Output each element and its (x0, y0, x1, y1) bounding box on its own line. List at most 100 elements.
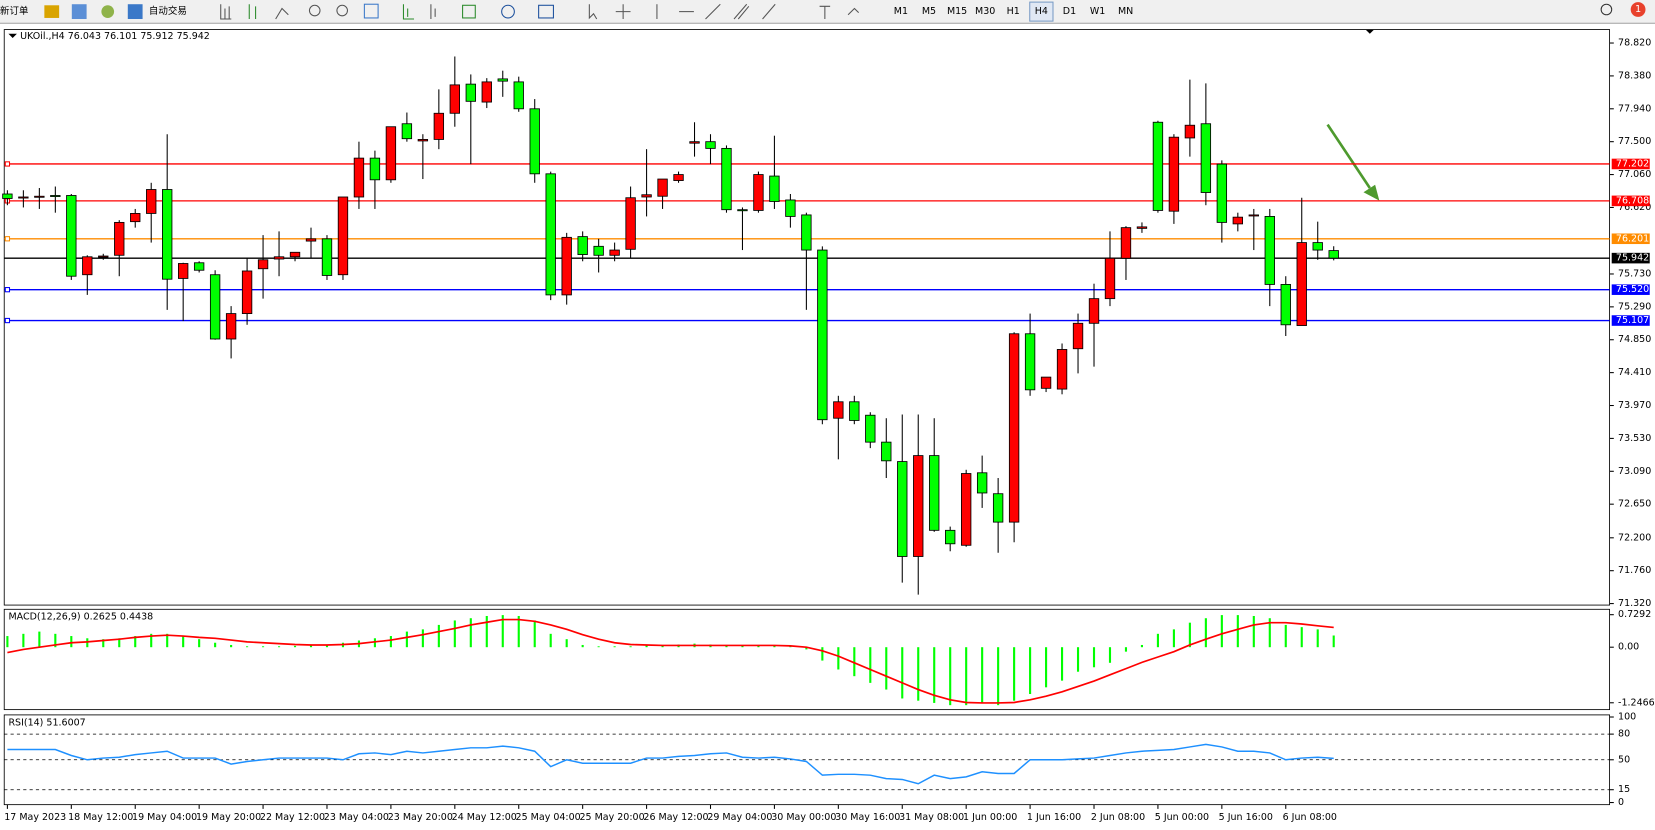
macd-bar (1029, 647, 1032, 695)
macd-bar (1188, 622, 1191, 648)
candle-body (34, 195, 45, 198)
search-icon[interactable] (1600, 3, 1613, 16)
timeframe-button[interactable]: H1 (1007, 6, 1020, 17)
macd-bar (821, 647, 824, 661)
macd-title: MACD(12,26,9) (8, 611, 80, 622)
candle-body (960, 473, 972, 546)
y-tick-label: 78.380 (1618, 70, 1651, 81)
macd-bar (70, 636, 73, 648)
macd-bar (629, 646, 632, 648)
macd-bar (773, 645, 776, 648)
macd-bar (645, 644, 648, 648)
candle-body (1088, 298, 1100, 324)
candle-body (801, 214, 812, 251)
timeframe-button[interactable]: M1 (894, 6, 908, 17)
timeframe-button[interactable]: W1 (1090, 6, 1105, 17)
level-label: 75.107 (1616, 315, 1649, 326)
x-tick-label: 6 Jun 08:00 (1283, 812, 1337, 823)
candle-body (465, 83, 476, 102)
y-tick-label: 75.730 (1618, 268, 1651, 279)
macd-bar (789, 646, 792, 648)
candle-body (257, 259, 269, 270)
macd-bar (1140, 644, 1144, 648)
x-tick-label: 29 May 04:00 (707, 812, 772, 823)
candle-body (609, 249, 620, 256)
x-tick-label: 24 May 12:00 (452, 812, 517, 823)
candle-body (753, 174, 764, 211)
x-tick-label: 31 May 08:00 (899, 812, 964, 823)
candle-body (321, 238, 333, 276)
macd-bar (613, 646, 616, 648)
notification-badge[interactable] (1630, 2, 1646, 17)
macd-value: 0.2625 (84, 611, 117, 622)
candle-body (1248, 214, 1259, 217)
macd-bar (38, 631, 41, 648)
notification-count: 1 (1635, 4, 1641, 15)
level-tag (1611, 284, 1650, 295)
candle-body (98, 255, 109, 258)
candle-body (865, 414, 876, 443)
timeframe-bar: M1 M5 M15 M30 H1 H4 D1 W1 MN (894, 1, 1133, 22)
candle-body (945, 529, 956, 545)
y-tick-label: 0.7292 (1618, 609, 1651, 620)
timeframe-button[interactable]: D1 (1063, 6, 1076, 17)
macd-bar (293, 645, 297, 648)
auto-trading-button[interactable]: 自动交易 (149, 5, 187, 17)
y-tick-label: 78.820 (1618, 38, 1651, 49)
level-handle (4, 236, 11, 242)
candle-body (2, 193, 13, 199)
candle-body (369, 157, 381, 181)
level-tag (1611, 158, 1650, 170)
macd-bar (949, 647, 952, 706)
chart-header: UKOil.,H4 76.043 76.101 75.912 75.942 (20, 30, 210, 41)
y-tick-label: -1.2466 (1618, 697, 1655, 708)
x-tick-label: 17 May 2023 (4, 812, 66, 823)
candle-body (497, 78, 508, 82)
x-tick-label: 1 Jun 00:00 (963, 812, 1017, 823)
candle-body (417, 139, 429, 142)
candle-body (785, 199, 796, 217)
y-tick-label: 77.940 (1618, 103, 1651, 114)
toolbar-icons (220, 3, 860, 20)
candle-body (114, 221, 125, 256)
candle-body (1232, 216, 1244, 225)
rsi-line (7, 743, 1334, 785)
timeframe-button[interactable]: M5 (922, 6, 936, 17)
collapse-icon[interactable] (8, 33, 17, 39)
candle-body (1280, 284, 1291, 326)
timeframe-button[interactable]: H4 (1035, 6, 1048, 17)
timeframe-button[interactable]: M15 (947, 6, 967, 17)
y-tick-label: 71.320 (1618, 598, 1651, 609)
candle-body (833, 401, 844, 419)
macd-bar (134, 636, 137, 648)
level-handle (4, 287, 11, 293)
macd-bar (166, 633, 169, 648)
candle-body (817, 249, 828, 421)
y-tick-label: 77.060 (1618, 169, 1651, 180)
level-label: 76.708 (1616, 195, 1649, 206)
candle-body (66, 195, 77, 277)
level-tag (1611, 195, 1650, 207)
candle-body (1216, 163, 1228, 223)
macd-bar (1268, 618, 1271, 648)
candle-body (1328, 250, 1339, 259)
new-order-button[interactable]: 新订单 (0, 5, 29, 17)
candle-body (593, 245, 604, 256)
y-tick-label: 72.200 (1618, 532, 1651, 543)
candle-body (273, 256, 285, 260)
candle-body (209, 274, 221, 340)
level-tag (1611, 252, 1650, 264)
candle-body (849, 401, 860, 421)
timeframe-button[interactable]: M30 (975, 6, 995, 17)
candle-body (881, 441, 892, 462)
macd-bar (517, 615, 520, 648)
candle-body (130, 213, 141, 223)
y-tick-label: 73.530 (1618, 433, 1651, 444)
timeframe-button[interactable]: MN (1118, 6, 1133, 17)
y-tick-label: 73.970 (1618, 400, 1651, 411)
ohlc-low: 75.912 (140, 30, 173, 41)
macd-bar (6, 636, 9, 648)
macd-bar (1204, 618, 1207, 648)
y-tick-label: 74.410 (1618, 367, 1651, 378)
macd-bar (549, 633, 552, 648)
